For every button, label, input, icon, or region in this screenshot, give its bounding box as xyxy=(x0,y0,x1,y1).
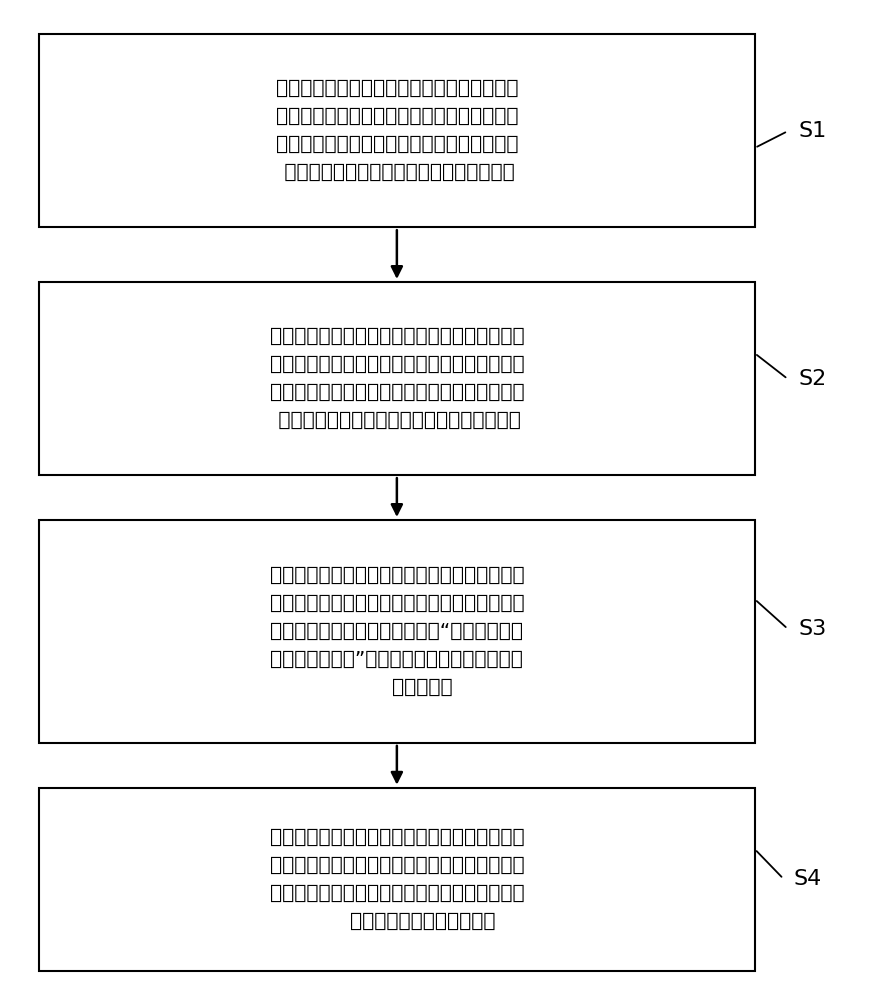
Text: S3: S3 xyxy=(798,619,826,639)
Text: S4: S4 xyxy=(794,869,822,889)
Bar xyxy=(39,520,755,743)
Text: 为了实现楼宇间自主运行能力的智能楼宇，建立
园区多楼宇供能系统了中多个楼宇互联的交互机
制，并根据楼宇的历史数据，以“离线集中学习
，在线分布执行”的方式，实现: 为了实现楼宇间自主运行能力的智能楼宇，建立 园区多楼宇供能系统了中多个楼宇互联的… xyxy=(270,566,524,697)
Text: 为验证本发明所提方法的有效性，比较了基于价
格信号的调度策略与考虑可再生能源制氢的调度
方法，并将文本发明所提方法与其他深度强化学
        习方法的优化: 为验证本发明所提方法的有效性，比较了基于价 格信号的调度策略与考虑可再生能源制氢… xyxy=(270,828,524,931)
Bar xyxy=(39,34,755,227)
Text: S1: S1 xyxy=(798,121,826,141)
Text: 针对氢储能电解、加氢、脱氢、燃烧四个环节，
分别建立了详细的运行模型以及储氢罐的荷载状
态函数，并将其作为约束条件应用在智慧园区电
 氢互补的园区多楼宇供能系统: 针对氢储能电解、加氢、脱氢、燃烧四个环节， 分别建立了详细的运行模型以及储氢罐的… xyxy=(270,327,524,430)
Text: S2: S2 xyxy=(798,369,826,389)
Bar xyxy=(39,282,755,475)
Text: 根据实际园区工程，详细分析了园区内部能量
流、信息流和控制流的运行机理，按照不同楼
宇的可靠性和经济性要求进行分类，建立含氢
 储能系统的电氢互补的园区多楼宇供: 根据实际园区工程，详细分析了园区内部能量 流、信息流和控制流的运行机理，按照不同… xyxy=(276,79,518,182)
Bar xyxy=(39,788,755,971)
